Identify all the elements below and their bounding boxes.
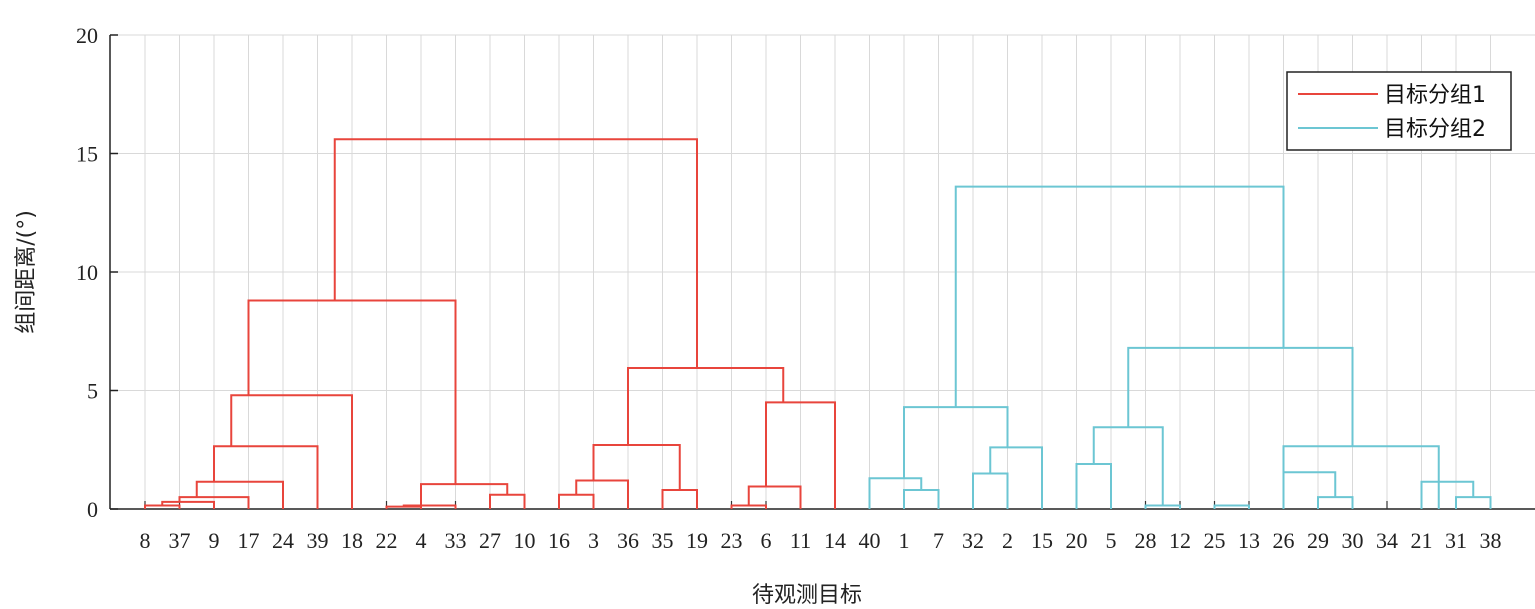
dendrogram-link	[747, 485, 802, 509]
x-tick-label: 8	[140, 528, 151, 553]
dendrogram-link	[972, 472, 1009, 509]
x-tick-label: 39	[307, 528, 329, 553]
x-tick-label: 25	[1204, 528, 1226, 553]
x-tick-label: 36	[617, 528, 639, 553]
dendrogram-link	[195, 480, 284, 509]
dendrogram-link	[765, 401, 836, 509]
y-tick-label: 15	[76, 142, 98, 167]
x-tick-label: 10	[514, 528, 536, 553]
x-tick-label: 12	[1169, 528, 1191, 553]
dendrogram-link	[954, 185, 1285, 408]
dendrogram-link	[1127, 346, 1354, 447]
x-tick-label: 23	[721, 528, 743, 553]
x-tick-label: 4	[416, 528, 427, 553]
dendrogram-link	[1420, 480, 1475, 509]
x-tick-label: 29	[1307, 528, 1329, 553]
x-tick-label: 7	[933, 528, 944, 553]
dendrogram-link	[627, 366, 785, 446]
dendrogram-link	[868, 477, 923, 509]
dendrogram-link	[1455, 496, 1492, 509]
dendrogram-link	[178, 496, 250, 509]
link-layer	[144, 138, 1492, 509]
x-tick-label: 19	[686, 528, 708, 553]
y-tick-label: 10	[76, 260, 98, 285]
legend: 目标分组1 目标分组2	[1286, 71, 1512, 151]
x-tick-label: 1	[899, 528, 910, 553]
dendrogram-link	[1213, 504, 1250, 509]
dendrogram-link	[903, 489, 940, 509]
x-tick-label: 2	[1002, 528, 1013, 553]
x-tick-label: 6	[761, 528, 772, 553]
x-tick-label: 24	[272, 528, 294, 553]
dendrogram-link	[333, 138, 698, 368]
x-tick-label: 15	[1031, 528, 1053, 553]
dendrogram-link	[903, 406, 1009, 479]
dendrogram-link	[230, 394, 353, 509]
dendrogram-link	[1282, 445, 1440, 509]
dendrogram-link	[989, 446, 1043, 509]
x-tick-label: 5	[1106, 528, 1117, 553]
dendrogram-link	[558, 493, 595, 509]
y-axis-title: 组间距离/(°)	[14, 210, 39, 334]
dendrogram-link	[213, 445, 319, 509]
x-tick-label: 9	[209, 528, 220, 553]
x-tick-label: 11	[790, 528, 811, 553]
x-tick-label: 18	[341, 528, 363, 553]
x-tick-label: 40	[859, 528, 881, 553]
x-tick-label: 22	[376, 528, 398, 553]
dendrogram-link	[1282, 471, 1337, 509]
dendrogram-link	[247, 299, 457, 485]
dendrogram-link	[1092, 426, 1164, 506]
x-tick-label: 17	[238, 528, 260, 553]
x-tick-label: 33	[445, 528, 467, 553]
legend-label-group2: 目标分组2	[1384, 117, 1486, 142]
x-tick-label: 38	[1480, 528, 1502, 553]
legend-label-group1: 目标分组1	[1384, 83, 1486, 108]
dendrogram-link	[161, 500, 215, 509]
dendrogram-link	[661, 489, 698, 509]
x-tick-label: 27	[479, 528, 501, 553]
dendrogram-link	[489, 493, 526, 509]
x-tick-label: 28	[1135, 528, 1157, 553]
x-tick-label: 16	[548, 528, 570, 553]
x-tick-label: 21	[1411, 528, 1433, 553]
x-tick-label: 34	[1376, 528, 1398, 553]
dendrogram-link	[1075, 462, 1112, 509]
x-tick-label: 3	[588, 528, 599, 553]
dendrogram-link	[1317, 496, 1354, 509]
x-tick-label: 30	[1342, 528, 1364, 553]
x-tick-label: 37	[169, 528, 191, 553]
x-tick-label: 31	[1445, 528, 1467, 553]
dendrogram-link	[592, 444, 681, 491]
y-tick-label: 5	[87, 379, 98, 404]
dendrogram-link	[420, 483, 509, 506]
x-tick-label: 35	[652, 528, 674, 553]
y-tick-label: 0	[87, 497, 98, 522]
x-tick-label: 13	[1238, 528, 1260, 553]
dendrogram-link	[402, 504, 457, 509]
dendrogram-link	[575, 479, 629, 509]
x-tick-label: 14	[824, 528, 846, 553]
x-tick-label: 20	[1066, 528, 1088, 553]
x-axis-title: 待观测目标	[752, 583, 862, 608]
x-tick-label: 32	[962, 528, 984, 553]
legend-box	[1286, 71, 1512, 151]
y-tick-label: 20	[76, 23, 98, 48]
x-tick-label: 26	[1273, 528, 1295, 553]
